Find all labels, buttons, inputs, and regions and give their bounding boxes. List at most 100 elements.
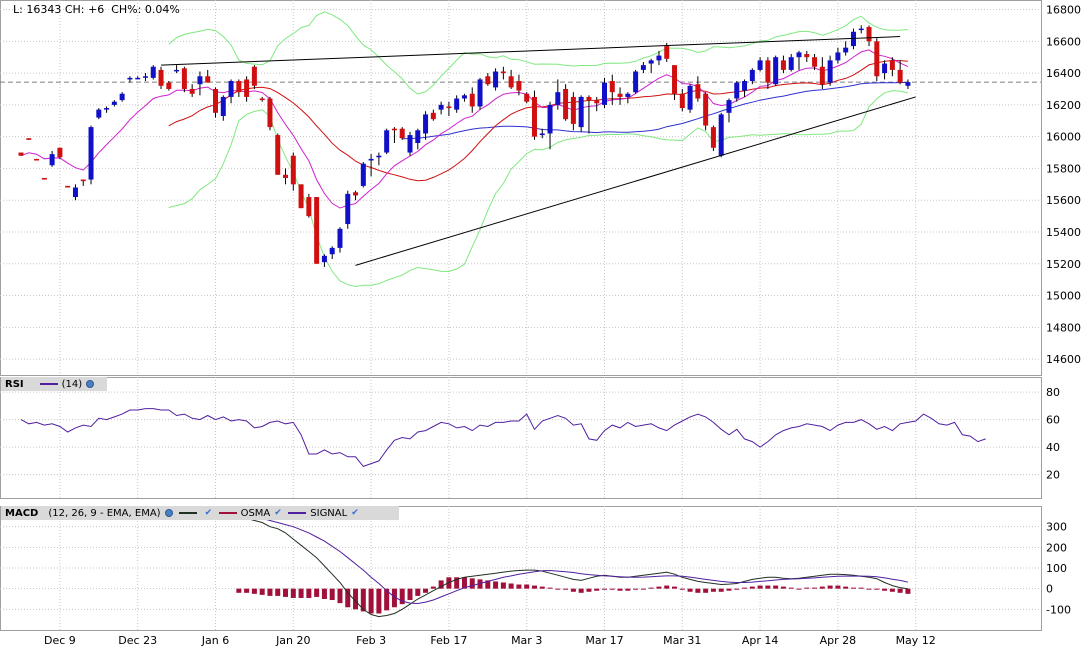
candle-body	[804, 54, 810, 58]
osma-bar	[633, 588, 639, 590]
candle	[454, 95, 460, 113]
price-tick-label: 15000	[1046, 290, 1081, 303]
candle	[135, 76, 141, 80]
candle-body	[391, 128, 397, 131]
rsi-pane-header[interactable]: RSI (14)	[1, 377, 107, 391]
osma-bar	[648, 587, 654, 589]
osma-bar	[687, 588, 693, 592]
candle-body	[866, 27, 872, 42]
candle	[780, 55, 786, 74]
candle	[197, 71, 203, 96]
change-value: +6	[88, 3, 105, 16]
candle	[407, 131, 413, 156]
candle	[174, 65, 180, 74]
candle-body	[244, 79, 250, 97]
candle	[142, 73, 148, 82]
candle-body	[96, 109, 102, 118]
candle	[850, 28, 856, 50]
osma-bar	[812, 587, 818, 589]
candle	[205, 69, 211, 83]
candle	[220, 95, 226, 121]
osma-bar	[882, 588, 888, 591]
price-readout: L: 16343 CH: +6 CH%: 0.04%	[13, 3, 180, 16]
candle-body	[267, 98, 273, 128]
candle-body	[749, 69, 755, 82]
osma-bar	[321, 588, 327, 599]
candle-body	[827, 60, 833, 83]
macd-settings-icon[interactable]	[164, 509, 173, 517]
candle	[835, 47, 841, 64]
candle-body	[384, 130, 390, 153]
candle-body	[205, 76, 211, 83]
price-tick-label: 16000	[1046, 131, 1081, 144]
osma-bar	[259, 588, 265, 595]
candle	[213, 87, 218, 118]
candle	[104, 106, 110, 113]
candle	[773, 55, 779, 86]
candle-body	[882, 63, 888, 74]
x-tick-label: Mar 17	[585, 634, 623, 647]
osma-bar	[290, 588, 296, 598]
candle-body	[570, 96, 576, 124]
osma-bar	[329, 588, 335, 601]
rsi-title: RSI	[5, 378, 24, 390]
candle	[275, 133, 281, 175]
candle	[306, 193, 312, 218]
candle	[508, 69, 514, 89]
change-pct-label: CH%:	[111, 3, 142, 16]
candle	[586, 95, 592, 134]
osma-bar	[850, 587, 856, 589]
osma-bar	[376, 588, 382, 614]
candle-body	[578, 96, 584, 128]
candle	[594, 96, 600, 112]
candle	[664, 42, 670, 62]
osma-bar	[827, 585, 833, 589]
rsi-settings-icon[interactable]	[86, 380, 95, 388]
osma-bar	[617, 588, 623, 591]
candle	[290, 152, 296, 191]
candle-body	[135, 77, 141, 80]
osma-bar	[718, 588, 724, 592]
osma-bar	[423, 588, 429, 593]
candle	[189, 84, 195, 97]
osma-bar	[796, 588, 802, 590]
candle	[251, 65, 257, 89]
price-tick-label: 15200	[1046, 258, 1081, 271]
candle-body	[461, 95, 467, 99]
osma-bar	[710, 588, 716, 592]
candle	[415, 128, 421, 150]
candle	[158, 66, 164, 89]
candle	[236, 79, 242, 97]
sma20-line	[168, 59, 908, 182]
candle-body	[72, 187, 78, 198]
candle-body	[166, 82, 172, 89]
candle	[368, 154, 374, 177]
candle	[812, 54, 818, 70]
osma-bar	[236, 588, 242, 593]
osma-check-icon[interactable]: ✔	[274, 508, 282, 518]
osma-bar	[578, 588, 584, 593]
candle	[345, 190, 351, 229]
candle-body	[594, 100, 600, 104]
candle-body	[220, 96, 226, 116]
macd-params: (12, 26, 9 - EMA, EMA)	[48, 507, 161, 519]
candle-body	[889, 60, 895, 70]
osma-bar	[625, 588, 631, 591]
signal-check-icon[interactable]: ✔	[351, 508, 359, 518]
candle-body	[150, 66, 156, 78]
candle	[438, 101, 444, 115]
candle-body	[780, 60, 786, 70]
candle-body	[835, 52, 841, 61]
candle	[469, 87, 475, 113]
candle-body	[812, 57, 818, 67]
signal-label: SIGNAL	[310, 507, 348, 519]
osma-bar	[905, 588, 911, 594]
candle	[65, 185, 71, 188]
osma-bar	[283, 588, 289, 597]
candle-body	[819, 66, 825, 85]
macd-pane-header[interactable]: MACD (12, 26, 9 - EMA, EMA) ✔ OSMA ✔ SIG…	[1, 506, 399, 520]
price-tick-label: 15800	[1046, 162, 1081, 175]
x-tick-label: Dec 23	[118, 634, 157, 647]
candle	[555, 79, 561, 110]
macd-check-icon[interactable]: ✔	[204, 508, 213, 518]
